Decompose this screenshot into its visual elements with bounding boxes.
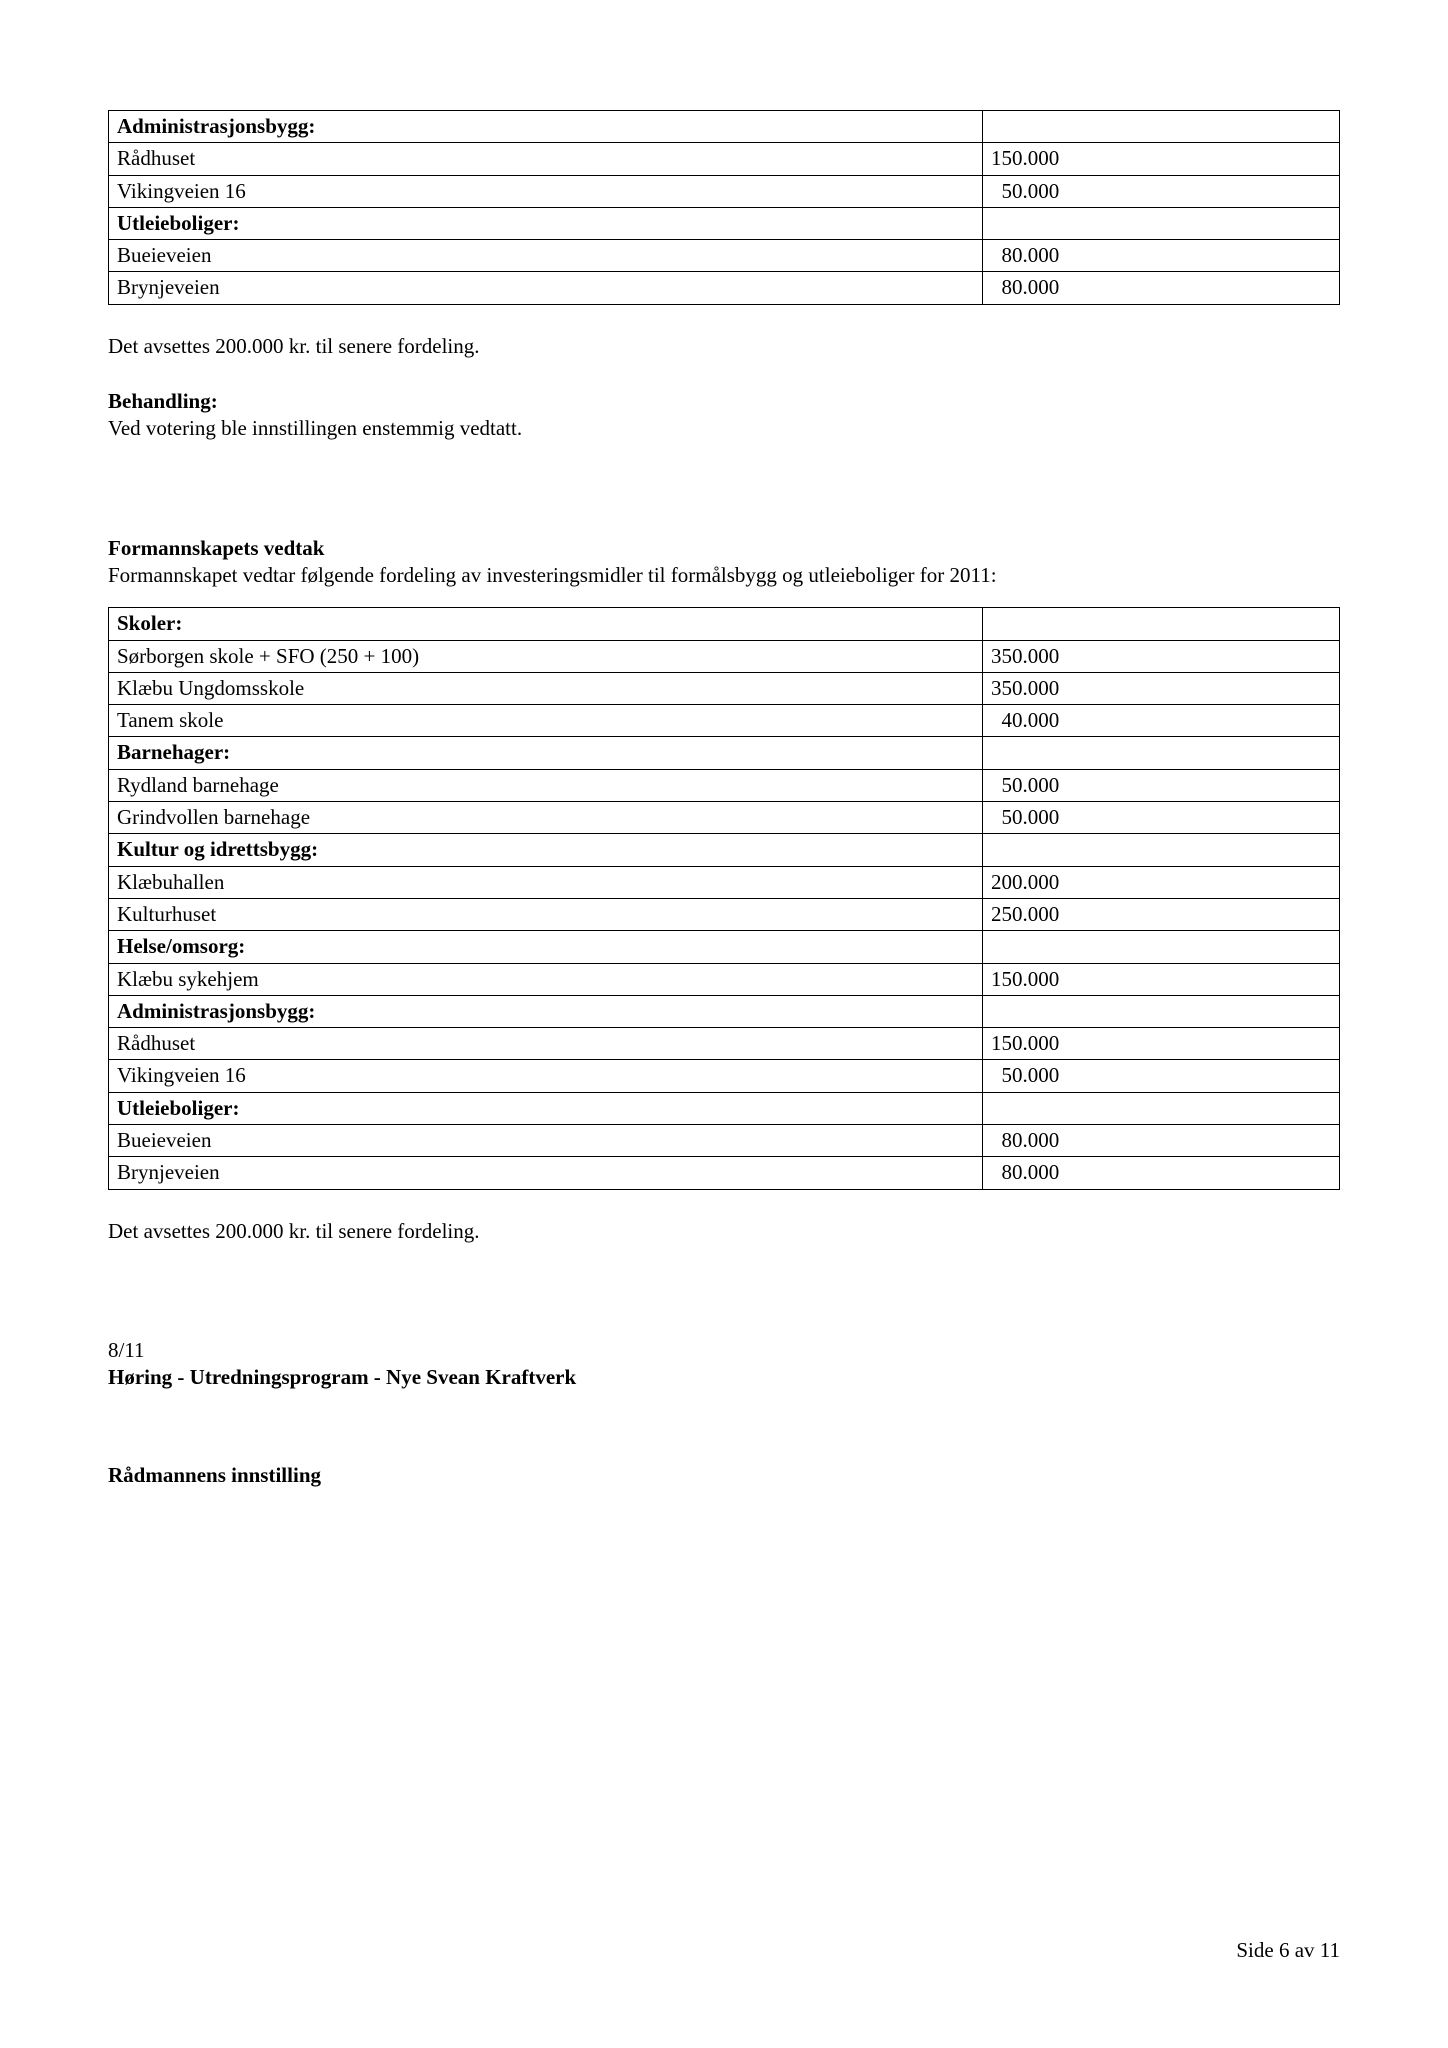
row-label: Grindvollen barnehage (109, 802, 983, 834)
table-row: Administrasjonsbygg: (109, 111, 1340, 143)
row-label: Utleieboliger: (109, 207, 983, 239)
table-row: Rydland barnehage 50.000 (109, 769, 1340, 801)
row-value: 150.000 (983, 1028, 1340, 1060)
row-label: Rådhuset (109, 143, 983, 175)
table-row: Tanem skole 40.000 (109, 705, 1340, 737)
row-value (983, 608, 1340, 640)
table-row: Klæbu Ungdomsskole350.000 (109, 672, 1340, 704)
row-label: Kulturhuset (109, 898, 983, 930)
row-value: 200.000 (983, 866, 1340, 898)
table-row: Grindvollen barnehage 50.000 (109, 802, 1340, 834)
row-value: 50.000 (983, 175, 1340, 207)
table-row: Vikingveien 16 50.000 (109, 1060, 1340, 1092)
row-label: Bueieveien (109, 1125, 983, 1157)
table-row: Utleieboliger: (109, 1092, 1340, 1124)
row-label: Rydland barnehage (109, 769, 983, 801)
table-row: Klæbu sykehjem150.000 (109, 963, 1340, 995)
row-label: Skoler: (109, 608, 983, 640)
row-value: 250.000 (983, 898, 1340, 930)
table-row: Administrasjonsbygg: (109, 995, 1340, 1027)
row-label: Vikingveien 16 (109, 1060, 983, 1092)
row-value: 80.000 (983, 240, 1340, 272)
row-label: Tanem skole (109, 705, 983, 737)
row-value (983, 834, 1340, 866)
table-row: Utleieboliger: (109, 207, 1340, 239)
table-row: Klæbuhallen200.000 (109, 866, 1340, 898)
case-title: Høring - Utredningsprogram - Nye Svean K… (108, 1364, 1340, 1391)
row-value (983, 111, 1340, 143)
table-row: Sørborgen skole + SFO (250 + 100)350.000 (109, 640, 1340, 672)
page-footer: Side 6 av 11 (1236, 1938, 1340, 1963)
row-label: Helse/omsorg: (109, 931, 983, 963)
table-row: Brynjeveien 80.000 (109, 272, 1340, 304)
budget-table-1: Administrasjonsbygg:Rådhuset150.000Vikin… (108, 110, 1340, 305)
row-value (983, 1092, 1340, 1124)
table-row: Bueieveien 80.000 (109, 1125, 1340, 1157)
row-label: Klæbu sykehjem (109, 963, 983, 995)
row-label: Utleieboliger: (109, 1092, 983, 1124)
row-label: Sørborgen skole + SFO (250 + 100) (109, 640, 983, 672)
row-label: Klæbuhallen (109, 866, 983, 898)
row-value: 50.000 (983, 769, 1340, 801)
row-value: 350.000 (983, 672, 1340, 704)
row-value: 50.000 (983, 802, 1340, 834)
table-row: Kulturhuset250.000 (109, 898, 1340, 930)
row-value: 150.000 (983, 143, 1340, 175)
row-value: 40.000 (983, 705, 1340, 737)
row-value: 350.000 (983, 640, 1340, 672)
row-value (983, 931, 1340, 963)
row-value: 150.000 (983, 963, 1340, 995)
row-value (983, 737, 1340, 769)
allocation-note-2: Det avsettes 200.000 kr. til senere ford… (108, 1218, 1340, 1245)
row-label: Vikingveien 16 (109, 175, 983, 207)
row-value (983, 207, 1340, 239)
allocation-note-1: Det avsettes 200.000 kr. til senere ford… (108, 333, 1340, 360)
row-label: Bueieveien (109, 240, 983, 272)
budget-table-2: Skoler:Sørborgen skole + SFO (250 + 100)… (108, 607, 1340, 1189)
table-row: Rådhuset150.000 (109, 143, 1340, 175)
vedtak-heading: Formannskapets vedtak (108, 535, 1340, 562)
row-label: Brynjeveien (109, 1157, 983, 1189)
vedtak-body: Formannskapet vedtar følgende fordeling … (108, 562, 1340, 589)
table-row: Skoler: (109, 608, 1340, 640)
row-label: Brynjeveien (109, 272, 983, 304)
table-row: Barnehager: (109, 737, 1340, 769)
table-row: Vikingveien 16 50.000 (109, 175, 1340, 207)
table-row: Helse/omsorg: (109, 931, 1340, 963)
radmann-heading: Rådmannens innstilling (108, 1462, 1340, 1489)
behandling-heading: Behandling: (108, 388, 1340, 415)
row-label: Rådhuset (109, 1028, 983, 1060)
row-value (983, 995, 1340, 1027)
row-label: Administrasjonsbygg: (109, 111, 983, 143)
row-label: Administrasjonsbygg: (109, 995, 983, 1027)
row-label: Kultur og idrettsbygg: (109, 834, 983, 866)
row-value: 50.000 (983, 1060, 1340, 1092)
case-number: 8/11 (108, 1337, 1340, 1364)
row-label: Barnehager: (109, 737, 983, 769)
row-label: Klæbu Ungdomsskole (109, 672, 983, 704)
table-row: Brynjeveien 80.000 (109, 1157, 1340, 1189)
table-row: Bueieveien 80.000 (109, 240, 1340, 272)
row-value: 80.000 (983, 1157, 1340, 1189)
row-value: 80.000 (983, 272, 1340, 304)
table-row: Kultur og idrettsbygg: (109, 834, 1340, 866)
row-value: 80.000 (983, 1125, 1340, 1157)
table-row: Rådhuset150.000 (109, 1028, 1340, 1060)
behandling-body: Ved votering ble innstillingen enstemmig… (108, 415, 1340, 442)
